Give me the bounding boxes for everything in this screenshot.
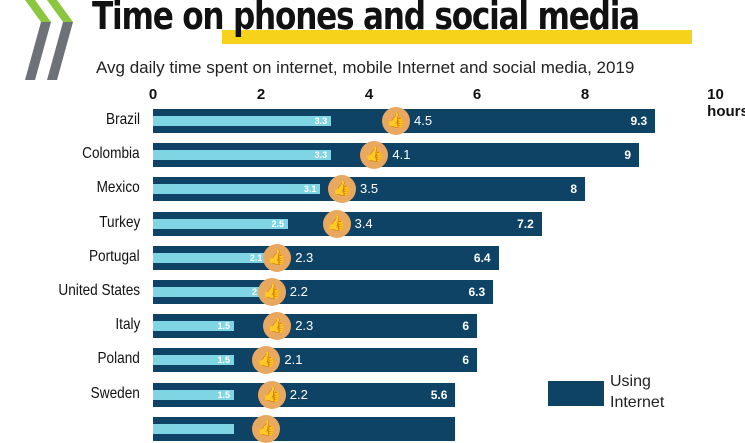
mobile-internet-bar <box>153 423 234 434</box>
internet-value: 5.6 <box>430 387 448 402</box>
mobile-internet-bar <box>153 389 234 400</box>
mobile-internet-bar <box>153 150 332 161</box>
category-label: Italy <box>115 316 140 334</box>
thumbs-up-icon: 👍 <box>382 107 410 135</box>
social-media-value: 2.1 <box>284 352 303 368</box>
category-label: Portugal <box>89 247 140 265</box>
social-media-value: 3.5 <box>360 181 379 197</box>
social-media-value: 4.1 <box>392 147 411 163</box>
thumbs-up-icon: 👍 <box>263 243 292 272</box>
internet-value: 9 <box>624 148 631 163</box>
x-tick-label: 0 <box>148 86 158 103</box>
x-tick-label: 4 <box>364 86 374 103</box>
chart-subtitle: Avg daily time spent on internet, mobile… <box>96 58 635 77</box>
thumbs-up-icon: 👍 <box>263 312 292 341</box>
social-media-value: 2.3 <box>295 249 314 265</box>
x-tick-label: 6 <box>472 86 482 103</box>
mobile-internet-bar <box>153 252 267 263</box>
thumbs-up-icon: 👍 <box>252 346 281 375</box>
x-tick-label: 2 <box>256 86 266 103</box>
internet-value: 6 <box>462 319 469 334</box>
thumbs-up-icon: 👍 <box>257 278 286 306</box>
mobile-internet-bar <box>153 355 234 366</box>
mobile-internet-value: 3.1 <box>303 184 317 195</box>
social-media-value: 2.2 <box>289 284 308 299</box>
mobile-internet-bar <box>153 116 332 126</box>
thumbs-up-icon: 👍 <box>328 175 356 204</box>
internet-value: 6.3 <box>468 285 486 299</box>
mobile-internet-value: 1.5 <box>217 321 230 332</box>
x-tick-label: 10 hours <box>707 86 745 120</box>
internet-value: 6 <box>462 353 469 368</box>
mobile-internet-value: 2.5 <box>271 218 284 229</box>
category-label: Turkey <box>98 213 140 231</box>
mobile-internet-value: 2.1 <box>249 252 263 263</box>
social-media-value: 2.3 <box>295 318 314 334</box>
thumbs-up-icon: 👍 <box>360 141 389 170</box>
category-label: Mexico <box>96 179 140 197</box>
thumbs-up-icon: 👍 <box>257 380 286 409</box>
social-media-value: 3.4 <box>354 215 373 231</box>
mobile-internet-value: 1.5 <box>217 389 230 400</box>
x-tick-label: 8 <box>580 86 590 103</box>
internet-value: 8 <box>570 182 577 197</box>
social-media-value: 2.2 <box>289 386 308 402</box>
internet-value: 9.3 <box>630 114 648 128</box>
mobile-internet-value: 3.3 <box>314 150 328 161</box>
category-label: Colombia <box>82 145 140 163</box>
category-label: Sweden <box>90 384 140 402</box>
legend-label-using-internet: Using Internet <box>610 373 665 411</box>
mobile-internet-bar <box>153 287 261 297</box>
internet-value: 6.4 <box>473 250 491 265</box>
mobile-internet-value: 3.3 <box>314 116 328 126</box>
mobile-internet-bar <box>153 218 288 229</box>
category-label: Poland <box>97 350 140 368</box>
social-media-value: 4.5 <box>414 113 433 128</box>
mobile-internet-value: 1.5 <box>217 355 230 366</box>
mobile-internet-value: 2 <box>251 287 257 297</box>
category-label: Brazil <box>105 111 140 128</box>
mobile-internet-bar <box>153 321 234 332</box>
legend-swatch-using-internet <box>548 381 604 406</box>
title-highlight <box>222 30 692 44</box>
chart-title: Time on phones and social media <box>92 0 640 38</box>
mobile-internet-bar <box>153 184 321 195</box>
category-label: United States <box>58 282 140 299</box>
thumbs-up-icon: 👍 <box>322 209 351 238</box>
internet-value: 7.2 <box>517 216 534 231</box>
oecd-logo-chevrons-icon <box>25 0 73 80</box>
